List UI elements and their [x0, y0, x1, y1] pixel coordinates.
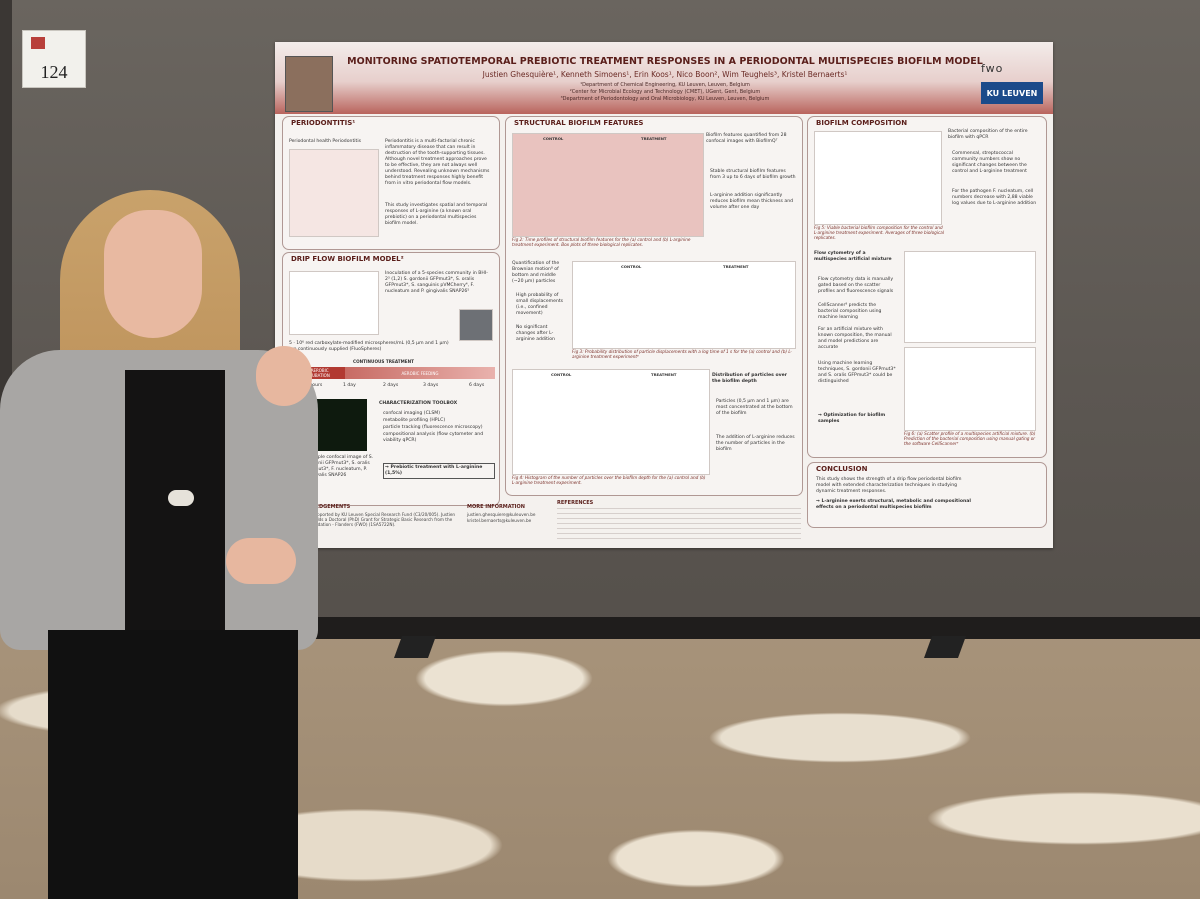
booth-number-tag: 124	[22, 30, 86, 88]
acknowledgements-text: Research is supported by KU Leuven Speci…	[287, 512, 456, 527]
depth-text: Distribution of particles over the biofi…	[712, 373, 787, 384]
booth-number: 124	[40, 62, 68, 82]
biofilm-illustration	[984, 471, 1038, 521]
person-face	[104, 210, 202, 338]
fig6-caption: Fig 6: (a) Scatter profile of a multispe…	[904, 431, 1036, 446]
toolbox-item-3: particle tracking (fluorescence microsco…	[383, 425, 483, 430]
poster-authors: Justien Ghesquière¹, Kenneth Simoens¹, E…	[482, 70, 848, 79]
fig2-caption: Fig 2: Time profiles of structural biofi…	[512, 237, 691, 247]
affiliation-2: ²Center for Microbial Ecology and Techno…	[569, 89, 761, 95]
flow-bullet-1: Flow cytometry data is manually gated ba…	[818, 277, 894, 294]
person-shirt	[125, 370, 225, 660]
structural-bullet-1: Stable structural biofilm features from …	[710, 169, 796, 180]
qpcr-bullet-1: Commensal, streptococcal community numbe…	[952, 151, 1027, 174]
toolbox-heading: CHARACTERIZATION TOOLBOX	[379, 401, 458, 406]
references-heading: REFERENCES	[557, 500, 594, 506]
composition-heading: BIOFILM COMPOSITION	[816, 119, 908, 127]
timeline-2: 2 days	[383, 383, 399, 388]
poster-header	[275, 42, 1053, 114]
fig3-displacement-plots: CONTROL TREATMENT	[572, 261, 796, 349]
flow-cytometry-heading: Flow cytometry of a multispecies artific…	[814, 251, 892, 262]
timeline-1: 1 day	[343, 383, 356, 388]
structural-bullet-2: L-arginine addition significantly reduce…	[710, 193, 794, 210]
toolbox-item-4: compositional analysis (flow cytometer a…	[383, 432, 484, 443]
timeline-0: 0 hours	[305, 383, 323, 388]
panel-biofilm-composition: BIOFILM COMPOSITION Fig 5: Viable bacter…	[807, 116, 1047, 458]
reactor-photo	[459, 309, 493, 341]
fwo-logo: fwo	[981, 62, 1004, 75]
panel-periodontitis: PERIODONTITIS¹ Periodontal health Period…	[282, 116, 500, 250]
panel-structural-features: STRUCTURAL BIOFILM FEATURES CONTROL TREA…	[505, 116, 803, 496]
affiliation-3: ³Department of Periodontology and Oral M…	[560, 96, 770, 102]
fig4-histograms: CONTROL TREATMENT	[512, 369, 710, 475]
fig5-qpcr-chart	[814, 131, 942, 225]
confocal-caption: Example confocal image of S. gordonii GF…	[305, 455, 374, 478]
person-lower-hand	[226, 538, 296, 584]
fig2-treatment-label: TREATMENT	[641, 136, 667, 141]
fig4-treatment-label: TREATMENT	[651, 372, 677, 377]
poster-title: MONITORING SPATIOTEMPORAL PREBIOTIC TREA…	[347, 56, 983, 67]
conclusion-text: This study shows the strength of a drip …	[816, 477, 962, 494]
email-2: kristel.bernaerts@kuleuven.be	[467, 518, 532, 523]
microspheres-text: 5 · 10⁶ red carboxylate-modified microsp…	[289, 341, 449, 352]
fig2-control-label: CONTROL	[543, 136, 564, 141]
panel-conclusion: CONCLUSION This study shows the strength…	[807, 462, 1047, 528]
tooth-illustration	[289, 149, 379, 237]
brownian-bullet-1: High probability of small displacements …	[516, 293, 564, 316]
aerobic-arrow: AEROBIC FEEDING	[345, 367, 495, 379]
fig4-caption: Fig 4: Histogram of the number of partic…	[512, 475, 706, 485]
lanyard-badge	[168, 490, 194, 506]
tag-logo-icon	[31, 37, 45, 49]
optimization-note: → Optimization for biofilm samples	[818, 413, 886, 424]
structural-heading: STRUCTURAL BIOFILM FEATURES	[514, 119, 644, 127]
qpcr-bullet-2: For the pathogen F. nucleatum, cell numb…	[952, 189, 1037, 206]
structural-text-1: Biofilm features quantified from 28 conf…	[706, 133, 787, 144]
affiliation-1: ¹Department of Chemical Engineering, KU …	[580, 82, 750, 88]
research-poster: MONITORING SPATIOTEMPORAL PREBIOTIC TREA…	[275, 42, 1053, 548]
periodontitis-text: Periodontitis is a multi-factorial chron…	[385, 139, 490, 186]
fig5-caption: Fig 5: Viable bacterial biofilm composit…	[814, 225, 945, 240]
fig3-treatment-label: TREATMENT	[723, 264, 749, 269]
fig6a-scatter-profile	[904, 251, 1036, 343]
panel-drip-flow: DRIP FLOW BIOFILM MODEL² Inoculation of …	[282, 252, 500, 506]
flow-bullet-3: For an artificial mixture with known com…	[818, 327, 892, 350]
email-1: justien.ghesquiere@kuleuven.be	[467, 512, 536, 517]
treatment-box: → Prebiotic treatment with L-arginine (1…	[383, 463, 495, 479]
flow-bullet-4: Using machine learning techniques, S. go…	[818, 361, 896, 384]
periodontitis-heading: PERIODONTITIS¹	[291, 119, 356, 127]
anaerobic-arrow: ANAEROBIC INCUBATION	[305, 367, 345, 379]
conclusion-heading: CONCLUSION	[816, 465, 868, 473]
brownian-text: Quantification of the Brownian motion⁸ o…	[512, 261, 560, 284]
ku-leuven-logo: KU LEUVEN	[981, 82, 1043, 104]
continuous-treatment-label: CONTINUOUS TREATMENT	[353, 359, 414, 364]
fig4-control-label: CONTROL	[551, 372, 572, 377]
person-raised-hand	[256, 346, 312, 406]
depth-bullet-2: The addition of L-arginine reduces the n…	[716, 435, 795, 452]
references-list	[557, 508, 801, 542]
more-information-heading: MORE INFORMATION	[467, 504, 525, 510]
drip-flow-diagram	[289, 271, 379, 335]
periodontitis-labels: Periodontal health Periodontitis	[289, 139, 361, 144]
acknowledgements-heading: ACKNOWLEDGEMENTS	[287, 504, 351, 510]
fig6b-composition-bars	[904, 347, 1036, 431]
fig3-control-label: CONTROL	[621, 264, 642, 269]
drip-flow-heading: DRIP FLOW BIOFILM MODEL²	[291, 255, 404, 263]
toolbox-item-2: metabolite profiling (HPLC)	[383, 418, 446, 423]
periodontitis-study: This study investigates spatial and temp…	[385, 203, 488, 226]
poster-board-rail	[275, 617, 1200, 639]
brownian-bullet-2: No significant changes after L-arginine …	[516, 325, 555, 342]
toolbox-item-1: confocal imaging (CLSM)	[383, 411, 441, 416]
qpcr-text: Bacterial composition of the entire biof…	[948, 129, 1028, 140]
fig3-caption: Fig 3: Probability distribution of parti…	[572, 349, 792, 359]
timeline-4: 6 days	[469, 383, 485, 388]
fig2-boxplots: CONTROL TREATMENT	[512, 133, 704, 237]
depth-bullet-1: Particles (0,5 µm and 1 µm) are most con…	[716, 399, 793, 416]
timeline-3: 3 days	[423, 383, 439, 388]
person-pants	[48, 630, 298, 899]
flow-bullet-2: CellScanner⁹ predicts the bacterial comp…	[818, 303, 882, 320]
drip-flow-text: Inoculation of a 5-species community in …	[385, 271, 488, 294]
author-photo	[285, 56, 333, 112]
conclusion-point: → L-arginine exerts structural, metaboli…	[816, 499, 971, 510]
